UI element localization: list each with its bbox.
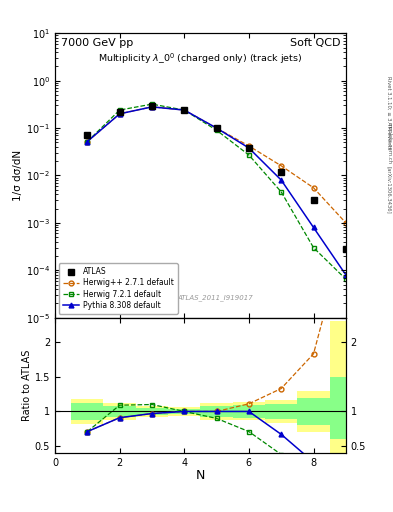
Text: Soft QCD: Soft QCD	[290, 37, 340, 48]
Text: Multiplicity $\lambda\_0^0$ (charged only) (track jets): Multiplicity $\lambda\_0^0$ (charged onl…	[98, 52, 303, 67]
Text: Rivet 3.1.10; ≥ 3.4M events: Rivet 3.1.10; ≥ 3.4M events	[386, 76, 391, 150]
Y-axis label: Ratio to ATLAS: Ratio to ATLAS	[22, 350, 32, 421]
Text: ATLAS_2011_I919017: ATLAS_2011_I919017	[177, 294, 253, 301]
Y-axis label: 1/σ dσ/dN: 1/σ dσ/dN	[13, 150, 23, 201]
X-axis label: N: N	[196, 470, 205, 482]
Legend: ATLAS, Herwig++ 2.7.1 default, Herwig 7.2.1 default, Pythia 8.308 default: ATLAS, Herwig++ 2.7.1 default, Herwig 7.…	[59, 263, 178, 314]
Text: 7000 GeV pp: 7000 GeV pp	[61, 37, 133, 48]
Text: mcplots.cern.ch: mcplots.cern.ch	[386, 122, 391, 164]
Text: [arXiv:1306.3436]: [arXiv:1306.3436]	[386, 165, 391, 214]
